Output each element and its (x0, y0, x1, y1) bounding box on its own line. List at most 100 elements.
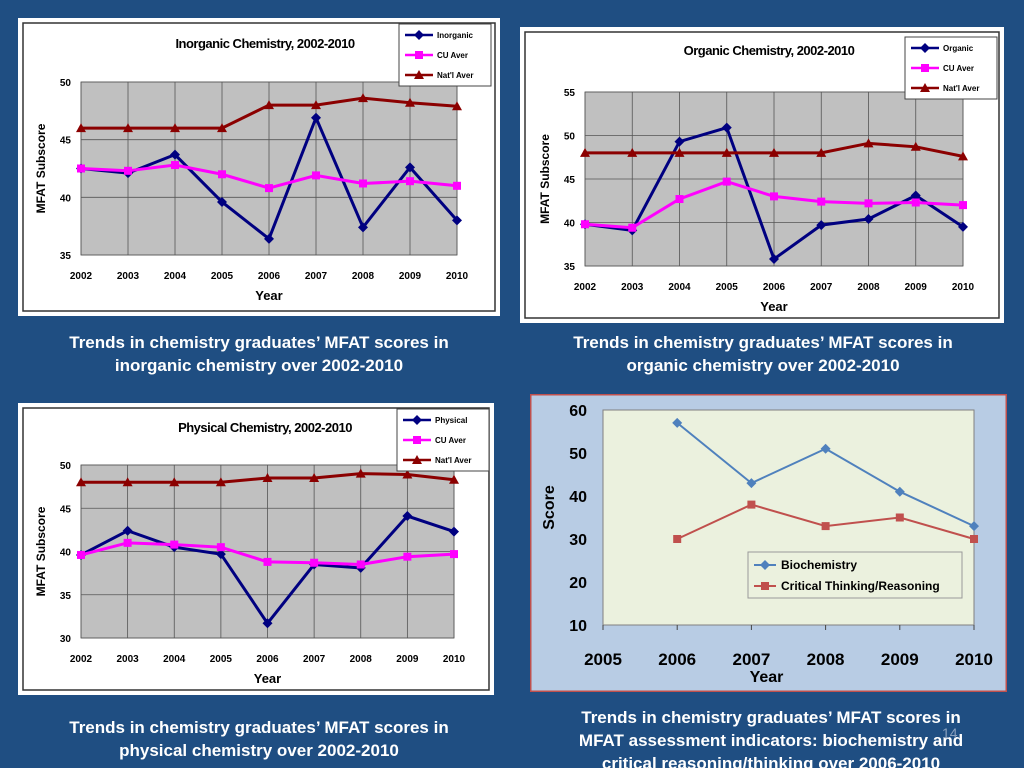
x-tick-label: 2007 (810, 282, 833, 293)
legend-label: CU Aver (435, 436, 466, 445)
inorganic-chart: 35 40 45 50 2002 2003 2004 2005 2006 2007 2008 2009… (18, 18, 500, 316)
x-tick-label: 2006 (256, 654, 279, 665)
y-tick-label: 45 (60, 136, 72, 147)
y-tick-label: 45 (60, 504, 72, 515)
mfat-caption: Trends in chemistry graduates’ MFAT scor… (530, 706, 1012, 768)
data-point (821, 522, 830, 531)
data-point (312, 171, 320, 180)
legend-swatch-marker (761, 582, 769, 590)
x-tick-label: 2005 (211, 271, 234, 282)
data-point (449, 474, 459, 484)
data-point (402, 469, 413, 479)
data-point (170, 149, 180, 160)
chart-title: Inorganic Chemistry, 2002-2010 (175, 36, 354, 51)
data-point (217, 123, 227, 133)
data-point (453, 181, 461, 190)
chart-title: Organic Chemistry, 2002-2010 (684, 43, 855, 58)
caption-line: critical reasoning/thinking over 2006-20… (601, 754, 941, 768)
y-tick-label: 45 (564, 175, 576, 186)
data-point (264, 233, 274, 244)
y-tick-label: 50 (60, 461, 72, 472)
x-tick-label: 2008 (857, 282, 880, 293)
data-point (816, 147, 827, 157)
legend-label: Inorganic (437, 31, 474, 40)
data-point (675, 195, 684, 204)
data-point (674, 147, 685, 157)
data-point (580, 147, 590, 157)
data-point (769, 147, 779, 157)
data-point (910, 190, 921, 201)
data-point (405, 97, 415, 107)
data-point (311, 112, 321, 123)
data-point (674, 136, 685, 147)
inorganic-chart-panel: 35 40 45 50 2002 2003 2004 2005 2006 2007 2008 2009… (18, 18, 500, 316)
x-tick-label: 2006 (763, 282, 786, 293)
x-tick-label: 2002 (70, 271, 93, 282)
legend-label: Organic (943, 44, 974, 53)
data-point (746, 478, 757, 489)
y-tick-label: 30 (569, 532, 587, 549)
y-tick-label: 60 (569, 403, 587, 420)
data-point (356, 560, 365, 569)
caption-line: Trends in chemistry graduates’ MFAT scor… (69, 333, 449, 352)
data-point (894, 486, 905, 497)
data-point (817, 197, 826, 206)
x-axis-label: Year (750, 669, 784, 686)
data-point (170, 540, 179, 549)
data-point (721, 122, 732, 133)
data-point (673, 535, 682, 543)
x-tick-label: 2007 (303, 654, 326, 665)
x-tick-label: 2002 (574, 282, 597, 293)
x-tick-label: 2005 (584, 650, 622, 669)
data-point (123, 123, 133, 133)
data-point (218, 170, 226, 179)
y-tick-label: 30 (60, 634, 72, 645)
data-point (264, 100, 274, 110)
legend-label: Physical (435, 416, 467, 425)
legend-label: Nat'l Aver (435, 456, 471, 465)
legend-swatch-marker (413, 436, 421, 444)
y-axis-label: MFAT Subscore (34, 506, 48, 596)
caption-line: Trends in chemistry graduates’ MFAT scor… (581, 708, 961, 727)
x-tick-label: 2006 (258, 271, 281, 282)
data-point (721, 147, 732, 157)
chart-title: Physical Chemistry, 2002-2010 (178, 420, 352, 435)
data-point (358, 222, 368, 233)
data-point (403, 552, 412, 561)
data-point (311, 100, 321, 110)
x-tick-label: 2010 (446, 271, 469, 282)
data-point (262, 472, 273, 482)
inorganic-caption: Trends in chemistry graduates’ MFAT scor… (18, 331, 500, 377)
x-axis-label: Year (255, 288, 282, 303)
caption-line: Trends in chemistry graduates’ MFAT scor… (69, 718, 449, 737)
data-point (816, 220, 827, 231)
x-tick-label: 2003 (117, 654, 140, 665)
legend-swatch-marker (760, 560, 770, 570)
data-point (722, 177, 731, 186)
data-point (124, 166, 132, 175)
data-point (770, 192, 778, 201)
x-tick-label: 2008 (352, 271, 375, 282)
caption-line: Trends in chemistry graduates’ MFAT scor… (573, 333, 953, 352)
y-axis-label: Score (541, 485, 558, 530)
data-point (402, 511, 413, 522)
x-tick-label: 2002 (70, 654, 93, 665)
caption-line: MFAT assessment indicators: biochemistry… (578, 731, 964, 750)
data-point (310, 558, 319, 567)
organic-chart-panel: 35 40 45 50 55 2002 2003 2004 2005 2006 2007 2008 20… (520, 27, 1004, 323)
x-axis-label: Year (760, 299, 787, 314)
data-point (215, 549, 226, 560)
data-point (170, 123, 180, 133)
legend-swatch-marker (921, 64, 929, 72)
data-point (864, 199, 873, 208)
data-point (895, 513, 904, 522)
physical-chart: 30 35 40 45 50 2002 2003 2004 2005 2006 2007 2008 20… (18, 403, 494, 695)
y-tick-label: 10 (569, 618, 587, 635)
data-point (262, 618, 273, 629)
data-point (747, 500, 756, 509)
legend-swatch-marker (412, 455, 422, 464)
legend-label: Nat'l Aver (437, 71, 473, 80)
legend-swatch-marker (920, 83, 930, 92)
legend-label: CU Aver (943, 64, 974, 73)
data-point (628, 223, 637, 232)
